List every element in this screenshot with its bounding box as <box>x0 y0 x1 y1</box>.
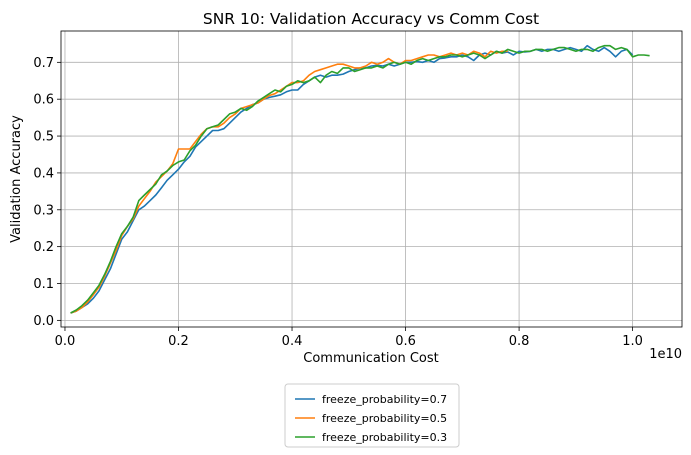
legend: freeze_probability=0.7 freeze_probability… <box>284 383 460 448</box>
x-axis: 0.0 0.2 0.4 0.6 0.8 1.0 <box>55 327 643 349</box>
y-tick-label: 0.3 <box>33 203 54 218</box>
legend-entry: freeze_probability=0.7 <box>322 393 447 406</box>
legend-entry: freeze_probability=0.5 <box>322 412 447 425</box>
series-line-3 <box>70 44 650 314</box>
plot-lines <box>70 44 650 314</box>
chart-title: SNR 10: Validation Accuracy vs Comm Cost <box>203 10 539 28</box>
legend-entry: freeze_probability=0.3 <box>322 431 447 444</box>
x-tick-label: 0.2 <box>168 334 189 349</box>
y-tick-label: 0.4 <box>33 166 54 181</box>
x-tick-label: 0.6 <box>395 334 416 349</box>
y-axis-label: Validation Accuracy <box>9 115 24 243</box>
y-axis: 0.0 0.1 0.2 0.3 0.4 0.5 0.6 0.7 <box>33 56 61 329</box>
plot-frame <box>60 30 683 328</box>
series-line-2 <box>70 50 508 314</box>
y-tick-label: 0.5 <box>33 130 54 145</box>
y-tick-label: 0.6 <box>33 93 54 108</box>
y-tick-label: 0.0 <box>33 314 54 329</box>
x-tick-label: 0.0 <box>55 334 76 349</box>
x-axis-label: Communication Cost <box>303 351 439 366</box>
y-tick-label: 0.7 <box>33 56 54 71</box>
x-tick-label: 1.0 <box>622 334 643 349</box>
x-tick-label: 0.4 <box>282 334 303 349</box>
x-tick-label: 0.8 <box>509 334 530 349</box>
y-tick-label: 0.1 <box>33 277 54 292</box>
y-tick-label: 0.2 <box>33 240 54 255</box>
legend-box <box>284 383 460 448</box>
x-axis-offset-label: 1e10 <box>649 347 682 362</box>
